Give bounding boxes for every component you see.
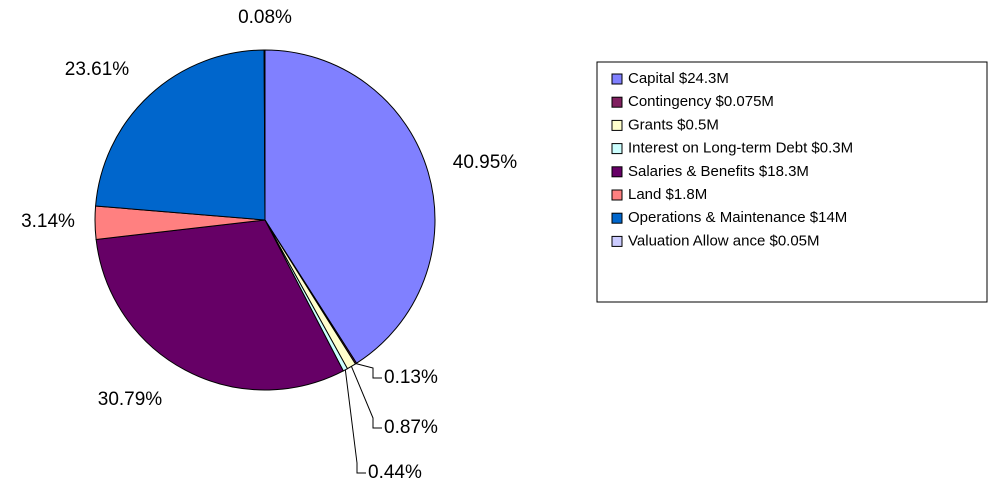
- data-label: 3.14%: [21, 211, 75, 232]
- legend-swatch: [611, 143, 623, 155]
- legend-swatch: [611, 212, 623, 224]
- legend-label: Operations & Maintenance $14M: [628, 209, 847, 226]
- legend-swatch: [611, 73, 623, 85]
- data-label: 23.61%: [65, 59, 130, 80]
- data-label: 30.79%: [98, 389, 163, 410]
- legend-box: [596, 61, 988, 303]
- pie-slice: [264, 49, 436, 364]
- data-label: 0.44%: [368, 462, 422, 483]
- legend-label: Salaries & Benefits $18.3M: [628, 163, 809, 180]
- legend: Capital $24.3M Contingency $0.075M Grants …: [611, 70, 853, 249]
- legend-label: Contingency $0.075M: [628, 93, 774, 110]
- legend-label: Valuation Allow ance $0.05M: [628, 232, 820, 249]
- legend-swatch: [611, 166, 623, 178]
- legend-label: Land $1.8M: [628, 186, 707, 203]
- leader-line: [355, 363, 382, 379]
- legend-label: Interest on Long-term Debt $0.3M: [628, 140, 853, 157]
- legend-swatch: [611, 96, 623, 108]
- legend-swatch: [611, 235, 623, 247]
- legend-swatch: [611, 119, 623, 131]
- data-label: 40.95%: [453, 152, 518, 173]
- legend-label: Capital $24.3M: [628, 70, 729, 87]
- legend-swatch: [611, 189, 623, 201]
- data-label: 0.08%: [238, 7, 292, 28]
- data-label: 0.13%: [384, 367, 438, 388]
- data-label: 0.87%: [384, 417, 438, 438]
- leader-line: [344, 369, 366, 474]
- legend-label: Grants $0.5M: [628, 116, 719, 133]
- pie-slice: [95, 49, 266, 221]
- pie-slice: [263, 49, 266, 221]
- pie-slice: [95, 219, 344, 391]
- leader-line: [350, 366, 382, 429]
